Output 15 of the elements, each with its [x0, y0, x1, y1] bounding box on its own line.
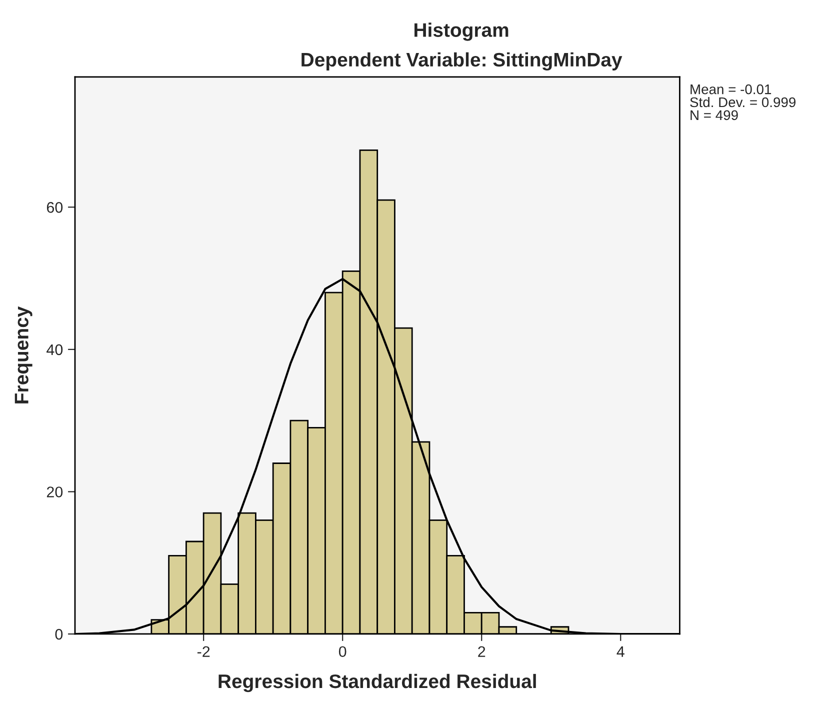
- text: Std. Dev. = 0.999: [690, 96, 796, 108]
- text: N = 499: [690, 110, 738, 120]
- chart-subtitle: Dependent Variable: SittingMinDay: [302, 52, 622, 71]
- y-tick-label: 20: [46, 486, 63, 498]
- y-tick-label: 0: [55, 628, 63, 640]
- x-axis-title: Regression Standardized Residual: [218, 674, 536, 692]
- x-tick-label: 2: [478, 646, 486, 657]
- x-tick-label: 0: [338, 646, 346, 658]
- y-tick-label: 60: [46, 202, 63, 213]
- y-tick-label: 40: [46, 344, 63, 356]
- text: Mean = -0.01: [690, 84, 772, 94]
- x-tick-label: -2: [197, 646, 210, 657]
- y-axis-title: Frequency: [14, 306, 32, 404]
- chart-title: Histogram: [414, 22, 508, 41]
- x-tick-label: 4: [616, 646, 624, 657]
